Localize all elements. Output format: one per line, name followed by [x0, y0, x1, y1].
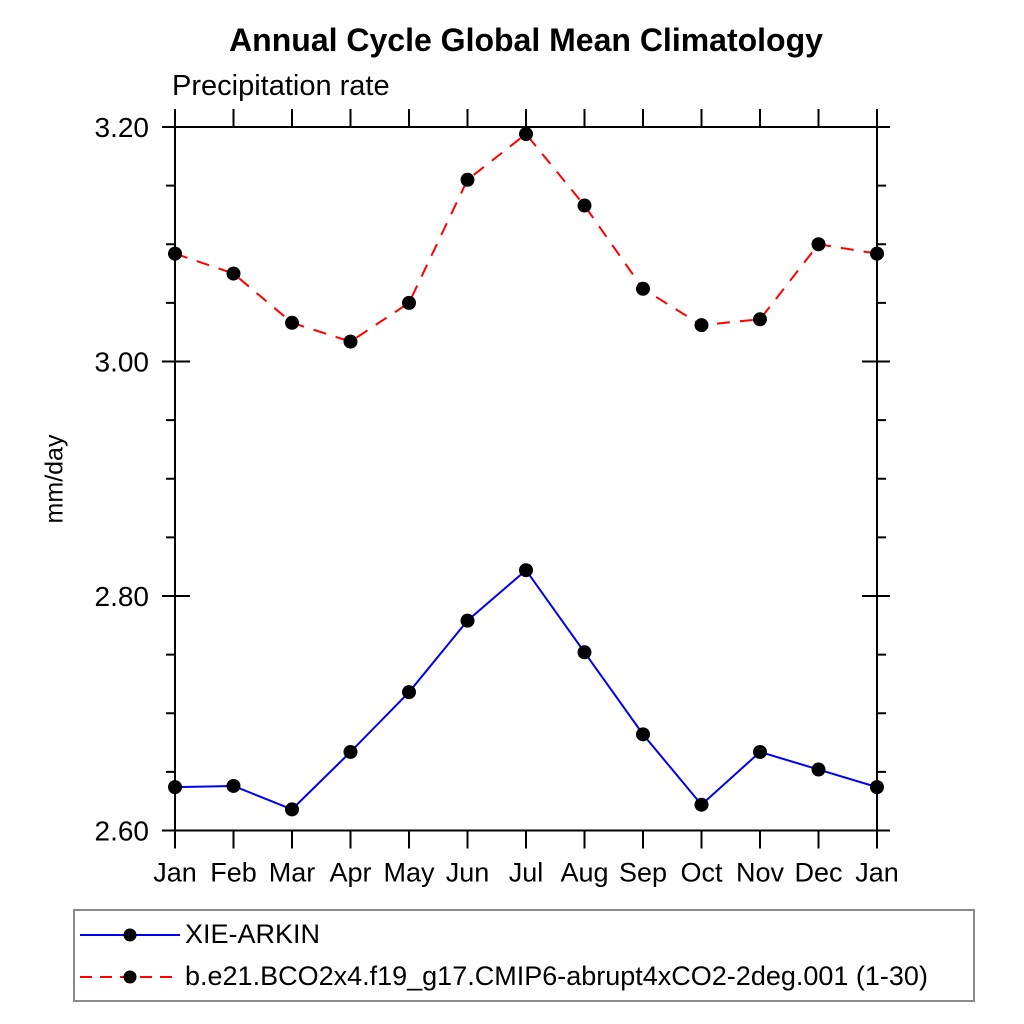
y-tick-label: 3.00 — [95, 347, 150, 378]
x-tick-label: Mar — [269, 858, 316, 888]
data-point-marker — [753, 744, 767, 759]
x-tick-label: Feb — [210, 858, 257, 888]
plot-frame — [174, 126, 878, 832]
data-point-marker — [343, 334, 358, 349]
data-point-marker — [577, 198, 592, 213]
chart-title: Annual Cycle Global Mean Climatology — [229, 22, 823, 58]
data-point-marker — [285, 802, 299, 817]
data-point-marker — [168, 780, 182, 795]
data-point-marker — [519, 127, 533, 142]
x-tick-label: Jan — [855, 858, 899, 888]
data-point-marker — [226, 778, 241, 793]
data-point-marker — [694, 318, 709, 333]
x-tick-label: May — [383, 858, 435, 888]
x-tick-label: Jul — [509, 858, 544, 888]
data-point-marker — [460, 172, 475, 187]
x-tick-label: Sep — [619, 858, 667, 888]
y-tick-label: 3.20 — [95, 112, 150, 143]
legend-row-xie-arkin: XIE-ARKIN — [80, 914, 973, 956]
data-point-marker — [460, 613, 475, 628]
data-point-marker — [870, 780, 884, 795]
series-line-0 — [174, 568, 878, 811]
y-tick-label: 2.80 — [95, 581, 150, 612]
data-point-marker — [753, 312, 767, 327]
x-tick-label: Nov — [736, 858, 785, 888]
data-point-marker — [285, 315, 299, 330]
data-point-marker — [811, 237, 826, 252]
x-tick-label: Aug — [560, 858, 608, 888]
x-tick-label: Apr — [329, 858, 371, 888]
data-point-marker — [636, 727, 650, 742]
data-point-marker — [226, 266, 241, 281]
data-point-marker — [636, 281, 650, 296]
data-point-marker — [811, 762, 826, 777]
data-point-marker — [694, 797, 709, 812]
legend: XIE-ARKIN b.e21.BCO2x4.f19_g17.CMIP6-abr… — [73, 909, 975, 1002]
data-point-marker — [870, 246, 884, 261]
data-point-marker — [577, 645, 592, 660]
x-tick-label: Jun — [446, 858, 490, 888]
x-tick-label: Jan — [153, 858, 197, 888]
x-tick-label: Dec — [794, 858, 842, 888]
data-point-marker — [168, 246, 182, 261]
legend-swatch-dashed-line-icon — [80, 970, 180, 983]
legend-label-model: b.e21.BCO2x4.f19_g17.CMIP6-abrupt4xCO2-2… — [185, 961, 928, 991]
y-tick-label: 2.60 — [95, 816, 150, 847]
x-tick-label: Oct — [680, 858, 723, 888]
legend-swatch-solid-line-icon — [80, 928, 180, 941]
data-point-marker — [402, 685, 416, 700]
legend-label-xie-arkin: XIE-ARKIN — [185, 919, 321, 949]
legend-row-model: b.e21.BCO2x4.f19_g17.CMIP6-abrupt4xCO2-2… — [80, 956, 973, 998]
series-line-1 — [174, 132, 878, 343]
data-point-marker — [519, 563, 533, 578]
chart-subtitle: Precipitation rate — [172, 70, 390, 102]
data-point-marker — [343, 744, 358, 759]
data-point-marker — [402, 295, 416, 310]
